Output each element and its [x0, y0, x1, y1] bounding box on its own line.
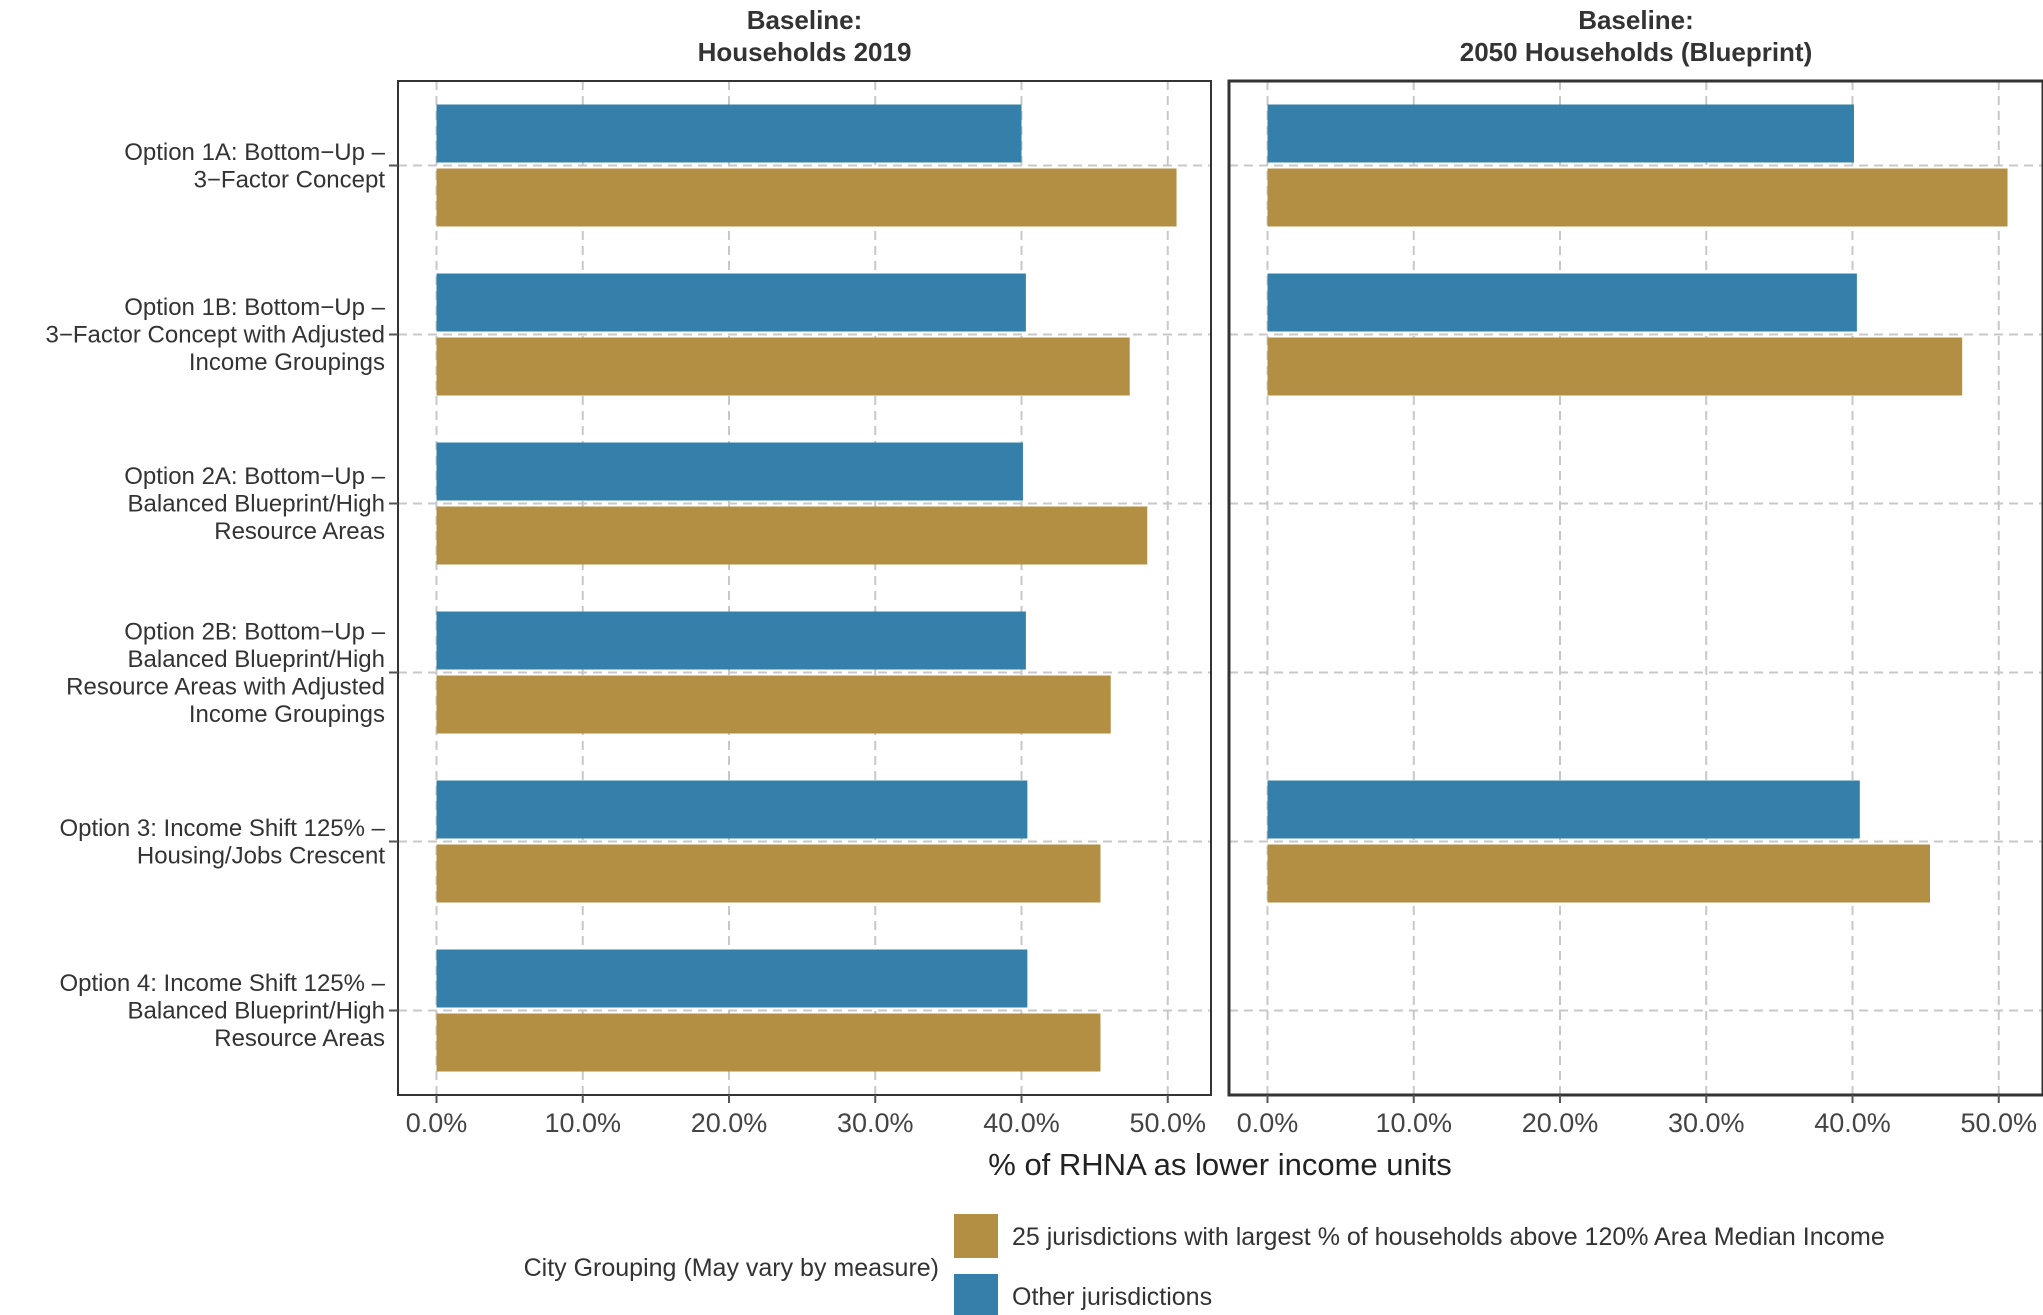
legend-title: City Grouping (May vary by measure) [524, 1254, 939, 1282]
category-label-line: Option 4: Income Shift 125% – [59, 970, 385, 997]
x-tick-label: 10.0% [544, 1108, 621, 1138]
bar-other-jurisdictions [436, 104, 1022, 163]
category-label: Option 1B: Bottom−Up –3−Factor Concept w… [45, 294, 398, 376]
category-label-line: Balanced Blueprint/High [128, 998, 386, 1025]
panel-title: Households 2019 [698, 37, 912, 67]
legend-entry: 25 jurisdictions with largest % of house… [1012, 1223, 1885, 1251]
x-tick-label: 10.0% [1375, 1108, 1452, 1138]
bar-top-25-jurisdictions [1267, 337, 1963, 396]
category-label-line: Income Groupings [189, 349, 385, 376]
category-label-line: Resource Areas [214, 1025, 385, 1052]
bar-top-25-jurisdictions [436, 1013, 1101, 1072]
panel-title: Baseline: [747, 5, 863, 35]
bar-other-jurisdictions [436, 611, 1026, 670]
x-tick-label: 0.0% [1237, 1108, 1299, 1138]
x-tick-label: 0.0% [406, 1108, 468, 1138]
bar-other-jurisdictions [436, 442, 1023, 501]
x-tick-label: 30.0% [837, 1108, 914, 1138]
category-label-line: Balanced Blueprint/High [128, 491, 386, 518]
category-labels: Option 1A: Bottom−Up –3−Factor ConceptOp… [45, 139, 398, 1052]
category-label-line: Option 2A: Bottom−Up – [124, 463, 385, 490]
bar-other-jurisdictions [1267, 104, 1854, 163]
x-tick-label: 20.0% [1522, 1108, 1599, 1138]
panels-layer: 0.0% 10.0% 20.0% 30.0% 40.0% 50.0%Baseline:Ho… [397, 5, 2043, 1138]
panel-border [1227, 79, 2043, 1097]
category-label-line: Option 1B: Bottom−Up – [124, 294, 385, 321]
x-tick-label: 50.0% [1129, 1108, 1206, 1138]
panel-title: Baseline: [1578, 5, 1694, 35]
bar-other-jurisdictions [1267, 780, 1860, 839]
category-label-line: Resource Areas [214, 518, 385, 545]
category-label-line: Option 2B: Bottom−Up – [124, 618, 385, 645]
legend-swatch [954, 1214, 998, 1258]
panel-1: 0.0% 10.0% 20.0% 30.0% 40.0% 50.0% Baseline:Ho… [397, 5, 1212, 1138]
category-label-line: Resource Areas with Adjusted [66, 673, 385, 700]
category-label: Option 2A: Bottom−Up –Balanced Blueprint… [124, 463, 398, 545]
x-tick-label: 40.0% [1814, 1108, 1891, 1138]
bar-top-25-jurisdictions [436, 337, 1130, 396]
legend-swatch [954, 1274, 998, 1315]
bar-other-jurisdictions [436, 780, 1028, 839]
panel-title: 2050 Households (Blueprint) [1460, 37, 1813, 67]
x-tick-label: 30.0% [1668, 1108, 1745, 1138]
category-label: Option 3: Income Shift 125% –Housing/Job… [59, 815, 398, 869]
bar-other-jurisdictions [1267, 273, 1857, 332]
category-label-line: Option 1A: Bottom−Up – [124, 139, 385, 166]
panel-2: 0.0% 10.0% 20.0% 30.0% 40.0% 50.0% Baseline:20… [1227, 5, 2043, 1138]
category-label-line: 3−Factor Concept [194, 166, 386, 193]
bar-other-jurisdictions [436, 949, 1028, 1008]
bar-top-25-jurisdictions [1267, 168, 2008, 227]
bar-other-jurisdictions [436, 273, 1026, 332]
bar-top-25-jurisdictions [1267, 844, 1931, 903]
x-tick-label: 40.0% [983, 1108, 1060, 1138]
category-label-line: Income Groupings [189, 701, 385, 728]
category-label-line: Option 3: Income Shift 125% – [59, 815, 385, 842]
legend: City Grouping (May vary by measure) 25 ju… [524, 1214, 1885, 1315]
x-tick-label: 50.0% [1960, 1108, 2037, 1138]
category-label: Option 2B: Bottom−Up –Balanced Blueprint… [66, 618, 398, 728]
bar-top-25-jurisdictions [436, 168, 1177, 227]
category-label-line: 3−Factor Concept with Adjusted [45, 322, 385, 349]
bar-top-25-jurisdictions [436, 675, 1111, 734]
panel-border [397, 80, 1212, 1096]
category-label: Option 4: Income Shift 125% –Balanced Bl… [59, 970, 398, 1052]
category-label-line: Housing/Jobs Crescent [137, 842, 385, 869]
category-label: Option 1A: Bottom−Up –3−Factor Concept [124, 139, 398, 193]
legend-entry: Other jurisdictions [1012, 1283, 1212, 1311]
category-label-line: Balanced Blueprint/High [128, 646, 386, 673]
bar-top-25-jurisdictions [436, 506, 1148, 565]
x-axis-title: % of RHNA as lower income units [988, 1147, 1451, 1182]
bar-top-25-jurisdictions [436, 844, 1101, 903]
x-tick-label: 20.0% [691, 1108, 768, 1138]
